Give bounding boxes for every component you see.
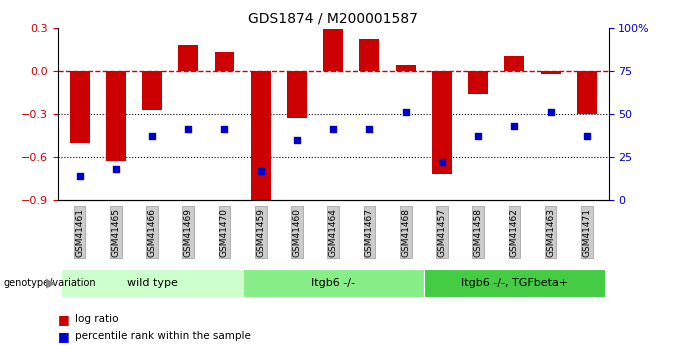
Bar: [432, 71, 452, 174]
Point: [219, 127, 230, 132]
Title: GDS1874 / M200001587: GDS1874 / M200001587: [248, 11, 418, 25]
Bar: [251, 71, 271, 200]
Point: [473, 134, 483, 139]
Text: ▶: ▶: [46, 276, 56, 289]
Bar: [323, 29, 343, 71]
Bar: [106, 71, 126, 161]
Text: log ratio: log ratio: [75, 314, 118, 324]
Bar: [214, 52, 235, 71]
Text: Itgb6 -/-, TGFbeta+: Itgb6 -/-, TGFbeta+: [461, 278, 568, 288]
Point: [401, 109, 411, 115]
Point: [437, 159, 447, 165]
Point: [292, 137, 303, 142]
Point: [74, 173, 85, 179]
Point: [255, 168, 266, 174]
Point: [328, 127, 339, 132]
Point: [364, 127, 375, 132]
Text: genotype/variation: genotype/variation: [3, 278, 96, 288]
Bar: [142, 71, 162, 110]
Point: [581, 134, 592, 139]
Bar: [61, 269, 243, 297]
Point: [147, 134, 158, 139]
Bar: [243, 269, 424, 297]
Text: wild type: wild type: [126, 278, 177, 288]
Text: ■: ■: [58, 313, 69, 326]
Text: Itgb6 -/-: Itgb6 -/-: [311, 278, 355, 288]
Point: [183, 127, 194, 132]
Point: [110, 166, 121, 172]
Bar: [69, 71, 90, 142]
Bar: [577, 71, 597, 114]
Bar: [178, 45, 198, 71]
Bar: [396, 65, 415, 71]
Bar: [424, 269, 605, 297]
Bar: [360, 39, 379, 71]
Text: ■: ■: [58, 330, 69, 343]
Bar: [287, 71, 307, 118]
Bar: [505, 56, 524, 71]
Text: percentile rank within the sample: percentile rank within the sample: [75, 332, 251, 341]
Point: [545, 109, 556, 115]
Bar: [541, 71, 560, 73]
Bar: [469, 71, 488, 94]
Point: [509, 123, 520, 129]
